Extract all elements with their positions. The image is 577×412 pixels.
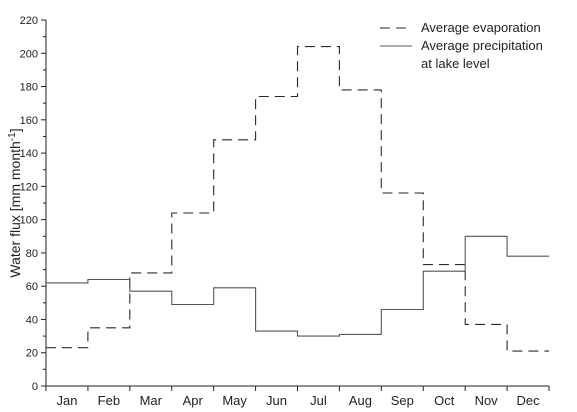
legend: Average evaporation Average precipitation… [380,20,543,71]
legend-label-precipitation-line2: at lake level [421,56,490,71]
x-axis-ticks: Jan Feb Mar Apr May Jun Jul Aug Sep Oct Nov Dec [45,386,550,408]
series-layer [46,46,549,352]
x-tick-label: Apr [183,393,204,408]
evaporation-step-line [46,46,549,352]
y-tick-label: 140 [20,148,38,160]
x-tick-label: Jul [310,393,327,408]
x-tick-label: May [222,393,247,408]
legend-label-evaporation: Average evaporation [421,20,541,35]
x-tick-label: Jan [56,393,77,408]
y-tick-label: 60 [26,281,38,293]
y-axis-title-main: Water flux [mm month [7,141,23,277]
y-tick-label: 120 [20,181,38,193]
x-tick-label: Mar [140,393,163,408]
y-tick-label: 180 [20,82,38,94]
x-tick-label: Feb [98,393,120,408]
legend-label-precipitation: Average precipitation [421,38,543,53]
y-tick-label: 220 [20,15,38,27]
y-axis-title: Water flux [mm month-1] [7,128,24,277]
y-axis-title-suffix: ] [7,128,23,132]
y-tick-label: 100 [20,215,38,227]
x-tick-label: Aug [349,393,372,408]
y-tick-label: 200 [20,48,38,60]
x-tick-label: Dec [516,393,540,408]
y-tick-label: 80 [26,248,38,260]
x-tick-label: Nov [475,393,499,408]
y-axis-title-superscript: -1 [7,132,18,141]
y-tick-label: 20 [26,348,38,360]
y-tick-label: 160 [20,115,38,127]
x-tick-label: Jun [266,393,287,408]
y-tick-label: 0 [32,381,38,393]
y-axis-ticks: 0 20 40 60 80 100 120 140 160 180 200 220 [20,15,46,393]
precipitation-step-line [46,235,549,337]
x-tick-label: Sep [391,393,414,408]
y-tick-label: 40 [26,314,38,326]
x-tick-label: Oct [434,393,455,408]
